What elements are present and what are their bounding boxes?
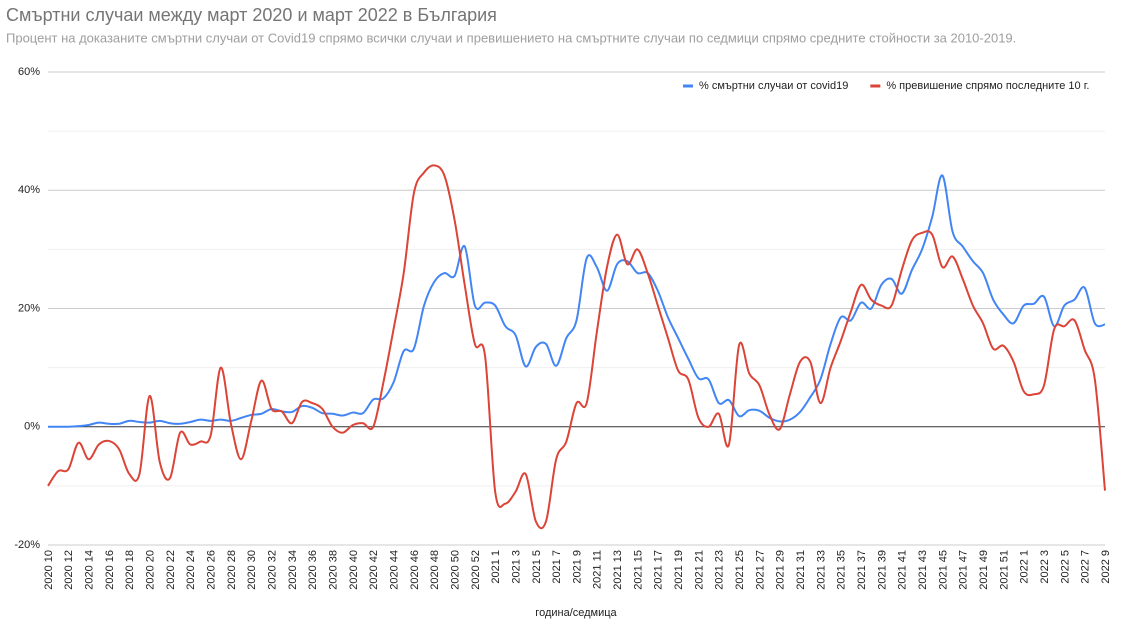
x-tick-label: 2021 9 xyxy=(571,550,583,584)
x-tick-label: 2020 28 xyxy=(226,550,238,590)
x-tick-label: 2020 50 xyxy=(449,550,461,590)
x-tick-label: 2020 40 xyxy=(348,550,360,590)
legend-label: % превишение спрямо последните 10 г. xyxy=(886,80,1089,92)
x-tick-label: 2021 15 xyxy=(632,550,644,590)
x-tick-label: 2021 51 xyxy=(998,550,1010,590)
x-tick-label: 2020 22 xyxy=(165,550,177,590)
x-axis-label: година/седмица xyxy=(535,607,617,619)
x-tick-label: 2020 14 xyxy=(84,550,96,590)
x-tick-label: 2021 13 xyxy=(612,550,624,590)
x-tick-label: 2021 19 xyxy=(673,550,685,590)
series-line xyxy=(47,164,1106,530)
x-tick-label: 2021 49 xyxy=(978,550,990,590)
x-tick-label: 2021 41 xyxy=(897,550,909,590)
x-tick-label: 2020 18 xyxy=(124,550,136,590)
x-tick-label: 2021 5 xyxy=(531,550,543,584)
x-tick-label: 2021 29 xyxy=(775,550,787,590)
y-tick-label: 40% xyxy=(18,184,40,196)
legend-label: % смъртни случаи от covid19 xyxy=(699,80,848,92)
y-tick-label: 60% xyxy=(18,66,40,78)
x-tick-label: 2021 43 xyxy=(917,550,929,590)
chart-title: Смъртни случаи между март 2020 и март 20… xyxy=(6,5,497,25)
x-tick-label: 2021 33 xyxy=(815,550,827,590)
y-tick-label: 20% xyxy=(18,302,40,314)
x-tick-label: 2021 37 xyxy=(856,550,868,590)
x-tick-label: 2021 21 xyxy=(693,550,705,590)
x-tick-label: 2020 44 xyxy=(388,550,400,590)
x-tick-label: 2020 30 xyxy=(246,550,258,590)
x-tick-label: 2021 23 xyxy=(714,550,726,590)
y-tick-label: -20% xyxy=(14,539,40,551)
x-tick-label: 2020 36 xyxy=(307,550,319,590)
x-tick-label: 2020 24 xyxy=(185,550,197,590)
y-tick-label: 0% xyxy=(24,421,40,433)
x-tick-label: 2020 26 xyxy=(206,550,218,590)
x-tick-label: 2021 39 xyxy=(876,550,888,590)
x-tick-label: 2021 3 xyxy=(510,550,522,584)
x-tick-label: 2021 45 xyxy=(937,550,949,590)
x-tick-label: 2020 32 xyxy=(267,550,279,590)
x-tick-label: 2020 12 xyxy=(63,550,75,590)
x-tick-label: 2021 47 xyxy=(958,550,970,590)
x-tick-label: 2022 3 xyxy=(1039,550,1051,584)
series-line xyxy=(47,174,1106,428)
x-tick-label: 2022 5 xyxy=(1059,550,1071,584)
x-tick-label: 2021 27 xyxy=(754,550,766,590)
x-tick-label: 2020 46 xyxy=(409,550,421,590)
x-tick-label: 2022 7 xyxy=(1080,550,1092,584)
x-tick-label: 2020 48 xyxy=(429,550,441,590)
chart-subtitle: Процент на доказаните смъртни случаи от … xyxy=(6,30,1016,45)
x-tick-label: 2020 34 xyxy=(287,550,299,590)
x-tick-label: 2021 35 xyxy=(836,550,848,590)
x-tick-label: 2020 16 xyxy=(104,550,116,590)
x-tick-label: 2021 7 xyxy=(551,550,563,584)
x-tick-label: 2022 9 xyxy=(1100,550,1112,584)
x-tick-label: 2021 25 xyxy=(734,550,746,590)
x-tick-label: 2021 31 xyxy=(795,550,807,590)
x-tick-label: 2021 1 xyxy=(490,550,502,584)
x-tick-label: 2021 17 xyxy=(653,550,665,590)
x-tick-label: 2020 42 xyxy=(368,550,380,590)
x-tick-label: 2020 38 xyxy=(327,550,339,590)
x-tick-label: 2020 20 xyxy=(145,550,157,590)
x-tick-label: 2022 1 xyxy=(1019,550,1031,584)
x-tick-label: 2021 11 xyxy=(592,550,604,589)
x-tick-label: 2020 52 xyxy=(470,550,482,590)
x-tick-label: 2020 10 xyxy=(43,550,55,590)
